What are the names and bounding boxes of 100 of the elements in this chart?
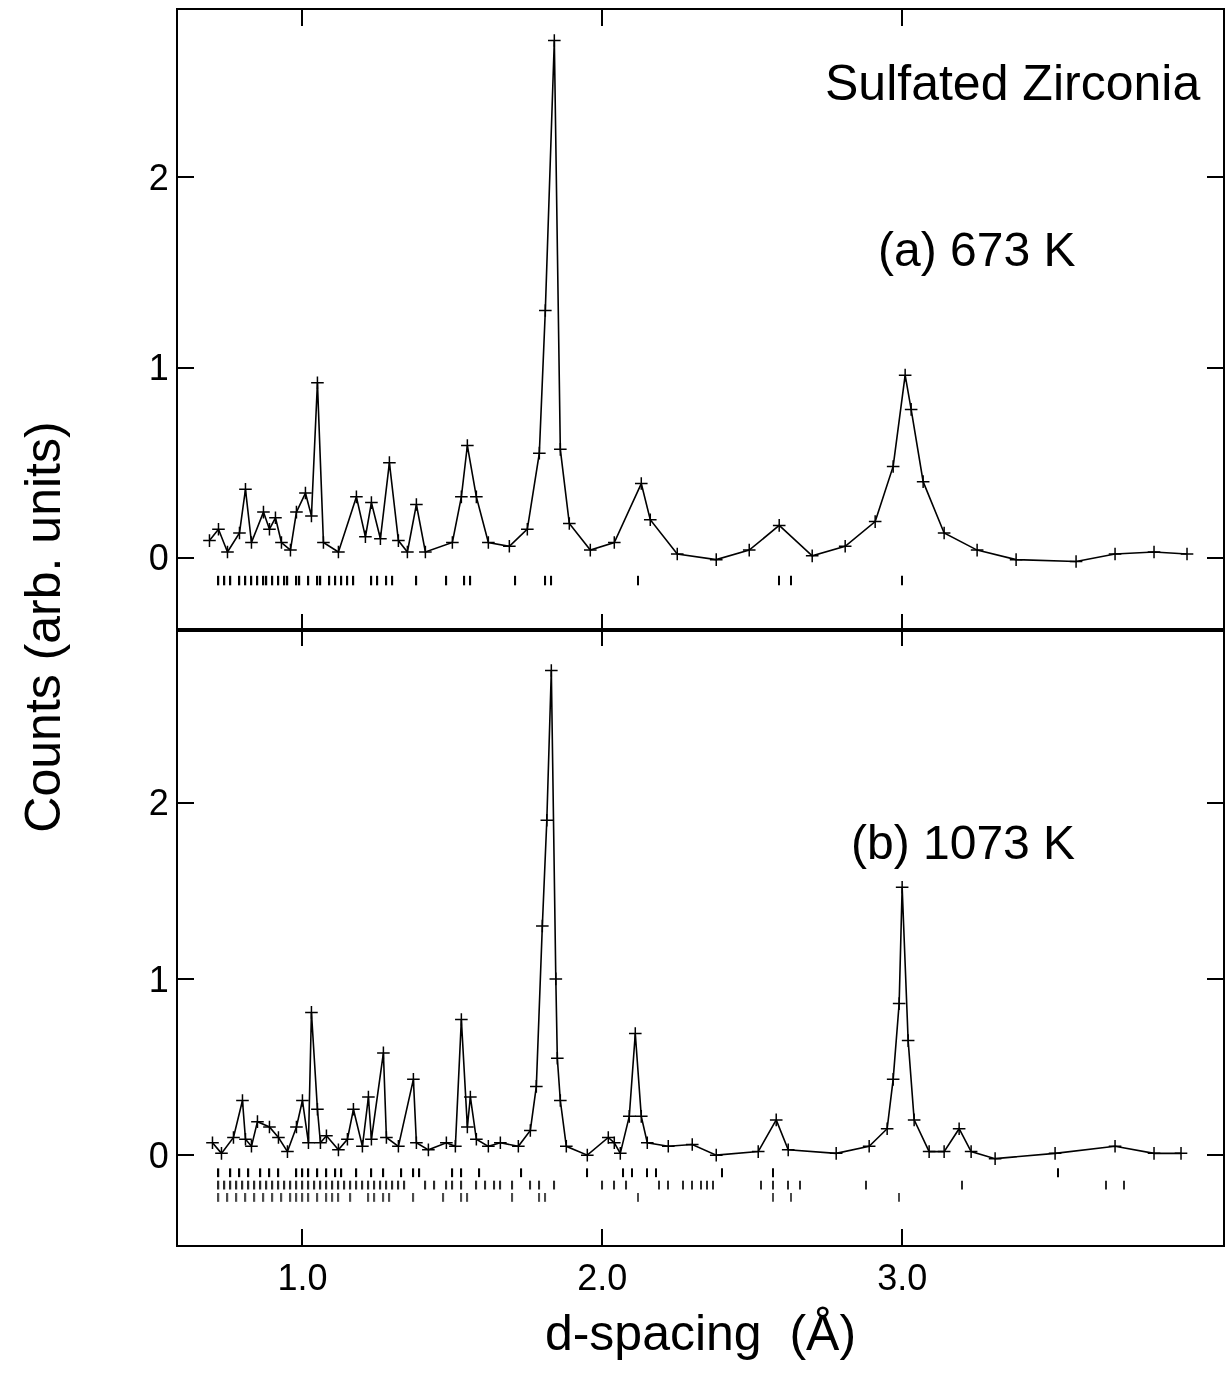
point [382, 455, 397, 470]
point [1179, 546, 1195, 561]
bar [367, 1193, 370, 1202]
point [538, 303, 553, 318]
point [898, 368, 913, 383]
point [298, 486, 313, 501]
bar [790, 1193, 792, 1202]
bar [301, 1168, 304, 1178]
point [520, 522, 535, 537]
point [238, 482, 253, 497]
bar [253, 1193, 256, 1202]
point [868, 514, 883, 529]
bar [331, 1193, 334, 1202]
bar [337, 1193, 340, 1202]
bar [370, 1168, 373, 1178]
bar [355, 1168, 358, 1178]
bar [238, 1168, 241, 1178]
point [904, 402, 919, 417]
bar [334, 1168, 337, 1178]
y-tick-label: 0 [148, 1134, 169, 1176]
point [358, 529, 373, 544]
point [349, 489, 364, 504]
bar [772, 1168, 774, 1178]
bar [772, 1193, 774, 1202]
point [220, 544, 235, 560]
point [310, 375, 325, 390]
bar [301, 1193, 304, 1202]
point [454, 489, 469, 504]
x-axis-title: d-spacing (Å) [544, 1305, 857, 1362]
bar [460, 1168, 463, 1178]
point [838, 539, 853, 554]
point [373, 531, 388, 546]
point [331, 544, 346, 560]
bar [325, 1193, 328, 1202]
point [460, 438, 475, 453]
point [670, 546, 685, 561]
point [202, 533, 217, 548]
bar [307, 1193, 310, 1202]
point [772, 518, 787, 533]
point [400, 544, 415, 560]
bar [544, 1193, 547, 1202]
bar [373, 1193, 376, 1202]
bar [511, 1193, 514, 1202]
y-tick-label: 2 [148, 782, 169, 824]
point [916, 474, 931, 489]
point [289, 505, 304, 520]
annotation: (b) 1073 K [851, 816, 1076, 869]
bar [268, 1168, 271, 1178]
bar [721, 1168, 723, 1178]
point [643, 512, 658, 527]
point [409, 497, 424, 512]
bar [1057, 1168, 1059, 1178]
point [634, 476, 649, 491]
bar [586, 1168, 589, 1178]
bar [295, 1193, 298, 1202]
bar [388, 1193, 391, 1202]
bar [226, 1193, 229, 1202]
bar [442, 1193, 445, 1202]
point [1069, 554, 1084, 569]
point [562, 516, 577, 531]
bar [316, 1193, 319, 1202]
point [262, 522, 277, 537]
point [391, 533, 406, 548]
bar [325, 1168, 328, 1178]
point [547, 33, 562, 48]
bar [229, 1168, 232, 1178]
bar [622, 1168, 625, 1178]
x-tick-label: 1.0 [277, 1257, 328, 1299]
bar [460, 1193, 463, 1202]
bar [217, 1168, 220, 1178]
bar [538, 1193, 541, 1202]
bar [478, 1168, 481, 1178]
bar [349, 1193, 352, 1202]
point [256, 505, 271, 520]
bar [646, 1168, 649, 1178]
point [607, 535, 622, 550]
point [469, 489, 484, 504]
point [742, 543, 757, 558]
bar [247, 1168, 250, 1178]
point [304, 508, 319, 523]
point [709, 552, 724, 567]
bar [277, 1168, 280, 1178]
x-tick-label: 2.0 [577, 1257, 628, 1299]
bar [382, 1193, 385, 1202]
bar [412, 1193, 415, 1202]
bar [631, 1168, 634, 1178]
bar [655, 1168, 658, 1178]
bar [382, 1168, 385, 1178]
bar [418, 1168, 421, 1178]
point [211, 522, 226, 537]
point [1146, 544, 1162, 560]
bar [262, 1193, 265, 1202]
point [937, 525, 952, 541]
x-tick-label: 3.0 [877, 1257, 928, 1299]
bar [235, 1193, 238, 1202]
y-axis-title: Counts (arb. units) [14, 421, 71, 833]
bar [400, 1168, 403, 1178]
annotation: (a) 673 K [878, 223, 1076, 276]
bar [412, 1168, 415, 1178]
bar [244, 1193, 247, 1202]
